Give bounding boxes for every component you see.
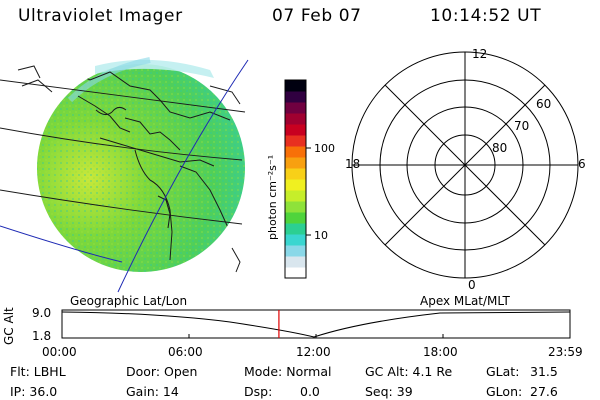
colorbar-segment [285, 245, 306, 257]
geo-latlon-grid [0, 79, 246, 225]
time-label: 10:14:52 UT [430, 6, 542, 26]
colorbar-segment [285, 135, 306, 147]
colorbar-segment [285, 146, 306, 158]
timeline-y-bottom: 1.8 [32, 329, 52, 343]
colorbar-segment [285, 168, 306, 180]
status-dsp-value: 0.0 [300, 384, 320, 399]
timeline-tick-1800: 18:00 [423, 345, 458, 359]
intensity-colorbar [284, 79, 311, 279]
colorbar-segment [285, 102, 306, 114]
colorbar-segment [285, 234, 306, 246]
timeline-y-top: 9.0 [32, 306, 52, 320]
status-filter: Flt: LBHL [10, 364, 66, 379]
polar-mlat-mlt-plot [351, 51, 579, 279]
status-mode: Mode: Normal [244, 364, 332, 379]
status-gc-alt: GC Alt: 4.1 Re [365, 364, 453, 379]
colorbar-segment [285, 256, 306, 268]
geo-latlon-label: Geographic Lat/Lon [70, 294, 188, 308]
polar-mlt-12-label: 12 [472, 47, 488, 61]
colorbar-segment [285, 212, 306, 224]
status-seq: Seq: 39 [365, 384, 413, 399]
status-glon-value: 27.6 [530, 384, 558, 399]
coastline-overlay [39, 69, 231, 261]
status-glat-label: GLat: [486, 364, 520, 379]
colorbar-segment [285, 124, 306, 136]
status-glat-value: 31.5 [530, 364, 558, 379]
colorbar-border [284, 79, 307, 279]
colorbar-segment [285, 223, 306, 235]
instrument-title: Ultraviolet Imager [18, 6, 183, 26]
timeline-tick-0000: 00:00 [42, 345, 77, 359]
polar-mlt-6-label: 6 [578, 157, 586, 171]
colorbar-segment [285, 267, 306, 279]
colorbar-segment [285, 179, 306, 191]
polar-lat-70-label: 70 [514, 119, 530, 133]
polar-lat-80-label: 80 [492, 141, 508, 155]
timeline-tick-1200: 12:00 [296, 345, 331, 359]
timeline-tick-2359: 23:59 [548, 345, 583, 359]
status-ip: IP: 36.0 [10, 384, 58, 399]
colorbar-tick-10: 10 [314, 229, 328, 242]
colorbar-segment [285, 190, 306, 202]
polar-mlt-0-label: 0 [468, 278, 476, 292]
colorbar-segment [285, 91, 306, 103]
colorbar-segment [285, 157, 306, 169]
status-glon-label: GLon: [486, 384, 523, 399]
colorbar-unit-label: photon cm⁻²s⁻¹ [266, 154, 279, 240]
altitude-timeline-plot [61, 309, 571, 339]
magnetic-grid [0, 59, 249, 293]
date-label: 07 Feb 07 [272, 6, 362, 26]
colorbar-tick-100: 100 [314, 142, 335, 155]
colorbar-segment [285, 201, 306, 213]
colorbar-segment [285, 80, 306, 92]
status-gain: Gain: 14 [126, 384, 179, 399]
polar-lat-60-label: 60 [536, 97, 552, 111]
gc-alt-axis-title: GC Alt [2, 307, 16, 345]
status-dsp-label: Dsp: [244, 384, 273, 399]
status-door: Door: Open [126, 364, 198, 379]
timeline-tick-0600: 06:00 [168, 345, 203, 359]
polar-mlt-18-label: 18 [345, 157, 361, 171]
apex-mlat-mlt-label: Apex MLat/MLT [420, 294, 510, 308]
colorbar-segment [285, 113, 306, 125]
